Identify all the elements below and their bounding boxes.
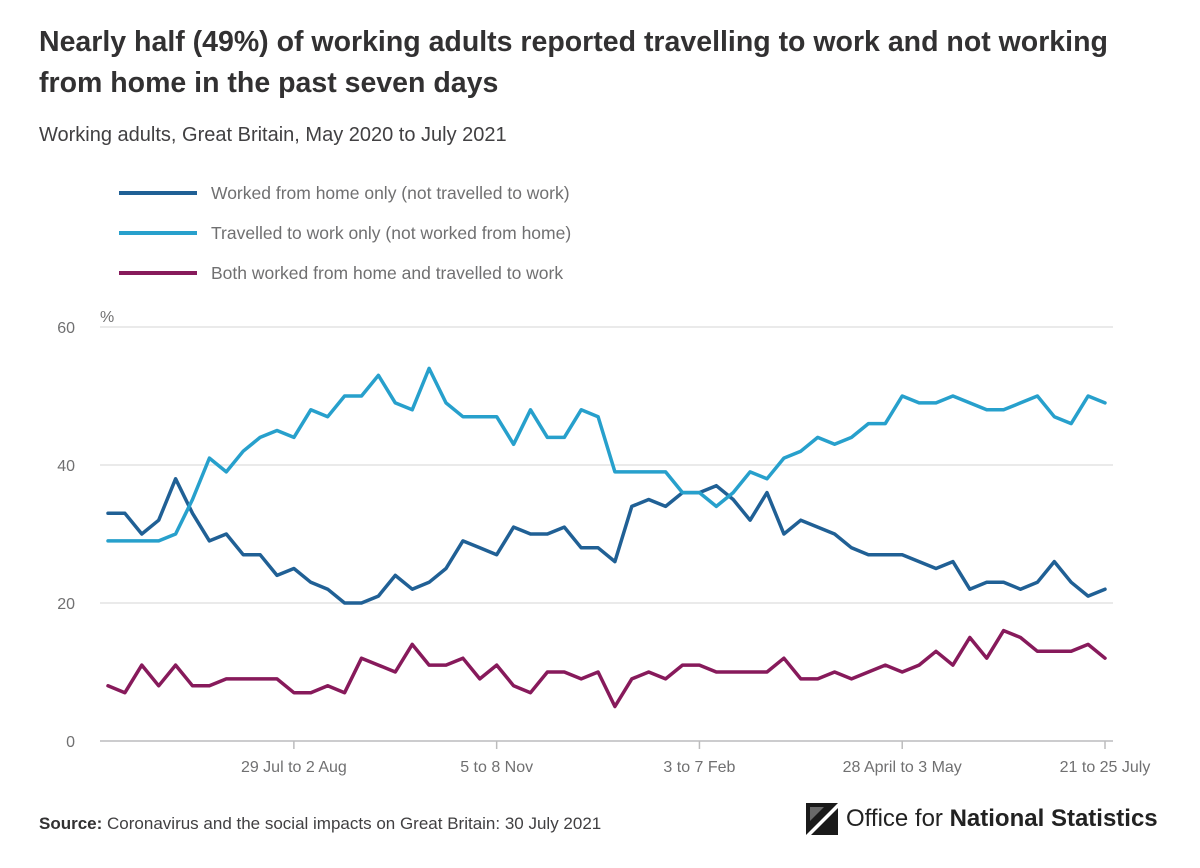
y-tick-label-40: 40: [57, 458, 75, 475]
chart-subtitle: Working adults, Great Britain, May 2020 …: [39, 124, 507, 146]
series-line-1: [106, 366, 1107, 543]
legend-label-0: Worked from home only (not travelled to …: [211, 183, 570, 203]
series-line-0: [106, 477, 1107, 605]
ons-logo-icon: [806, 803, 838, 835]
legend-label-1: Travelled to work only (not worked from …: [211, 223, 571, 243]
source-text: Coronavirus and the social impacts on Gr…: [107, 814, 602, 833]
legend-label-2: Both worked from home and travelled to w…: [211, 263, 563, 283]
ons-logo-text: Office for National Statistics: [846, 805, 1158, 833]
y-tick-label-60: 60: [57, 320, 75, 337]
logo-emphasis: National Statistics: [949, 805, 1158, 832]
y-axis-unit-label: %: [100, 309, 114, 326]
x-tick-label-1: 5 to 8 Nov: [460, 759, 533, 776]
ons-logo: Office for National Statistics: [806, 803, 1158, 835]
x-tick-label-4: 21 to 25 July: [1060, 759, 1151, 776]
logo-prefix: Office for: [846, 805, 950, 832]
series-line-2: [106, 628, 1107, 709]
chart-title: Nearly half (49%) of working adults repo…: [39, 26, 1108, 99]
y-tick-label-20: 20: [57, 596, 75, 613]
source-note: Source: Coronavirus and the social impac…: [39, 814, 601, 834]
x-tick-label-3: 28 April to 3 May: [843, 759, 962, 776]
source-label: Source:: [39, 814, 103, 833]
y-tick-label-0: 0: [66, 734, 75, 751]
x-tick-label-2: 3 to 7 Feb: [663, 759, 735, 776]
x-tick-label-0: 29 Jul to 2 Aug: [241, 759, 347, 776]
